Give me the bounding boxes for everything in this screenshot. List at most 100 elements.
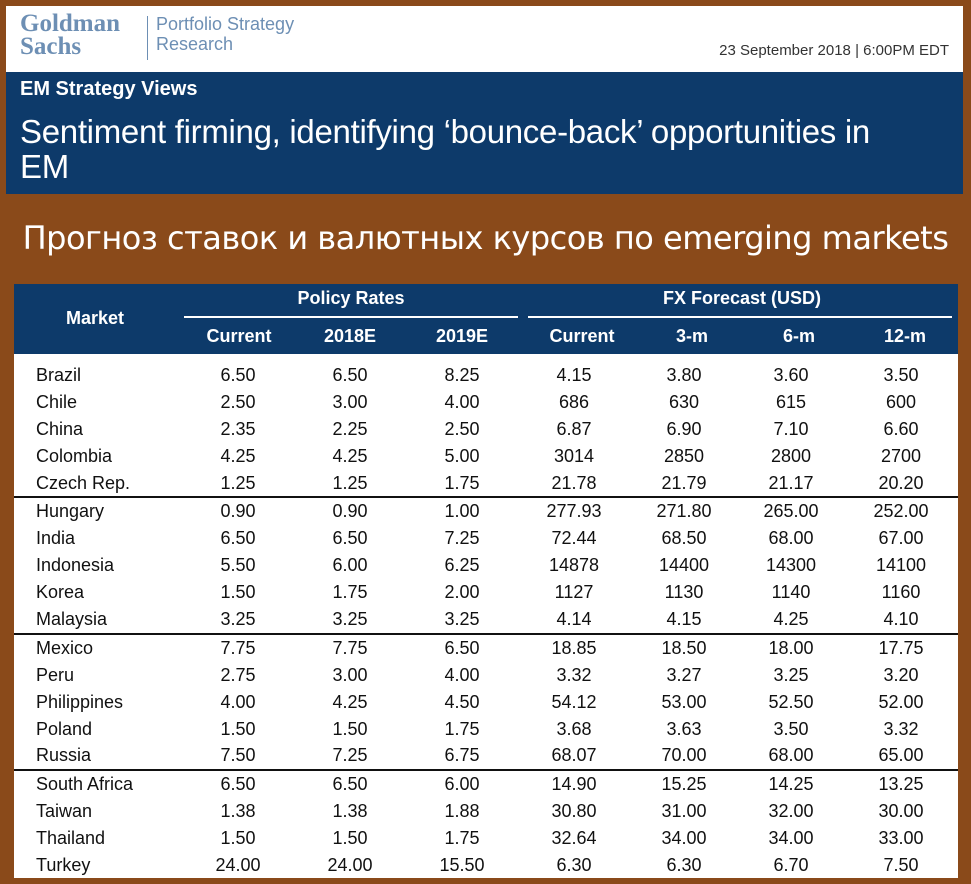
value-cell: 6.50 [220, 364, 256, 385]
value-cell: 6.90 [666, 418, 702, 439]
value-cell: 3.00 [332, 664, 368, 685]
value-cell: 1.75 [444, 472, 480, 493]
market-name-cell: India [36, 528, 76, 549]
value-cell: 3.68 [556, 718, 592, 739]
value-cell: 615 [775, 391, 807, 412]
value-cell: 30.00 [878, 801, 924, 822]
value-cell: 34.00 [768, 828, 814, 849]
value-cell: 0.90 [182, 496, 294, 526]
table-row: Colombia 4.25 4.25 5.00 3014 2850 2800 2700 [14, 443, 958, 470]
value-cell: 18.85 [518, 632, 630, 662]
value-cell: 1160 [881, 582, 921, 603]
value-cell: 2700 [880, 445, 922, 466]
table-row: Russia 7.50 7.25 6.75 68.07 70.00 68.00 65.00 [14, 742, 958, 770]
value-cell: 4.00 [444, 664, 480, 685]
value-cell: 4.50 [444, 691, 480, 712]
col-policy-current: Current [206, 326, 272, 346]
table-row: Turkey 24.00 24.00 15.50 6.30 6.30 6.70 7.50 [14, 852, 958, 879]
value-cell: 70.00 [661, 745, 707, 766]
market-name-cell: Mexico [14, 632, 182, 662]
market-column-header: Market [65, 308, 125, 328]
market-name-cell: Russia [36, 745, 92, 766]
value-cell: 3.50 [773, 718, 809, 739]
value-cell: 68.00 [768, 528, 814, 549]
market-name-cell: Taiwan [36, 801, 93, 822]
value-cell: 1.38 [332, 801, 368, 822]
value-cell: 34.00 [661, 828, 707, 849]
value-cell: 3.20 [883, 664, 919, 685]
value-cell: 6.50 [332, 364, 368, 385]
value-cell: 1.25 [332, 472, 368, 493]
value-cell: 6.50 [182, 769, 294, 799]
value-cell: 1.75 [332, 582, 368, 603]
table-row: Korea 1.50 1.75 2.00 1127 1130 1140 1160 [14, 579, 958, 606]
value-cell: 8.25 [444, 364, 480, 385]
series-kicker: EM Strategy Views [20, 78, 198, 100]
value-cell: 24.00 [327, 854, 373, 875]
value-cell: 271.80 [630, 496, 738, 526]
table-row: Mexico 7.75 7.75 6.50 18.85 18.50 18.00 17.75 [14, 632, 958, 662]
value-cell: 18.50 [630, 632, 738, 662]
value-cell: 14300 [765, 555, 817, 576]
col-fx-current: Current [549, 326, 615, 346]
value-cell: 3.27 [666, 664, 702, 685]
value-cell: 72.44 [551, 528, 597, 549]
value-cell: 6.87 [556, 418, 592, 439]
table-row: Hungary 0.90 0.90 1.00 277.93 271.80 265.00 252… [14, 496, 958, 526]
value-cell: 31.00 [661, 801, 707, 822]
policy-rates-underline [184, 316, 518, 318]
value-cell: 600 [885, 391, 917, 412]
value-cell: 21.79 [661, 472, 707, 493]
value-cell: 15.25 [630, 769, 738, 799]
table-row: Chile 2.50 3.00 4.00 686 630 615 600 [14, 389, 958, 416]
value-cell: 1.75 [444, 718, 480, 739]
col-fx-12m: 12-m [883, 326, 927, 346]
value-cell: 13.25 [844, 769, 958, 799]
value-cell: 6.50 [332, 528, 368, 549]
market-name-cell: Indonesia [36, 555, 115, 576]
value-cell: 3.25 [444, 608, 480, 629]
col-policy-2019e: 2019E [435, 326, 489, 346]
value-cell: 2800 [770, 445, 812, 466]
logo-line-1: Goldman [20, 10, 121, 37]
table-row: Peru 2.75 3.00 4.00 3.32 3.27 3.25 3.20 [14, 662, 958, 689]
value-cell: 3.60 [773, 364, 809, 385]
value-cell: 6.60 [883, 418, 919, 439]
col-fx-6m: 6-m [782, 326, 815, 346]
col-fx-3m: 3-m [675, 326, 708, 346]
value-cell: 3.32 [883, 718, 919, 739]
market-name-cell: Philippines [36, 691, 124, 712]
value-cell: 1140 [771, 582, 811, 603]
value-cell: 68.07 [551, 745, 597, 766]
value-cell: 14400 [658, 555, 710, 576]
value-cell: 68.50 [661, 528, 707, 549]
value-cell: 1.50 [220, 828, 256, 849]
value-cell: 20.20 [878, 472, 924, 493]
goldman-sachs-logo: Goldman Sachs [20, 10, 121, 59]
value-cell: 6.75 [444, 745, 480, 766]
value-cell: 1.38 [220, 801, 256, 822]
market-name-cell: Hungary [14, 496, 182, 526]
policy-rates-group-header: Policy Rates [297, 288, 405, 308]
value-cell: 6.70 [773, 854, 809, 875]
division-line-2: Research [156, 34, 234, 54]
value-cell: 3.50 [883, 364, 919, 385]
value-cell: 6.00 [406, 769, 518, 799]
value-cell: 3.80 [666, 364, 702, 385]
forecast-table: Market Policy Rates FX Forecast (USD) Cu… [14, 284, 958, 878]
value-cell: 24.00 [215, 854, 261, 875]
value-cell: 53.00 [661, 691, 707, 712]
value-cell: 2850 [663, 445, 705, 466]
value-cell: 2.75 [220, 664, 256, 685]
report-header: Goldman Sachs Portfolio Strategy Researc… [6, 6, 963, 72]
value-cell: 67.00 [878, 528, 924, 549]
value-cell: 5.00 [444, 445, 480, 466]
market-name-cell: South Africa [14, 769, 182, 799]
value-cell: 3.25 [773, 664, 809, 685]
value-cell: 21.78 [551, 472, 597, 493]
value-cell: 14.90 [518, 769, 630, 799]
market-name-cell: Turkey [36, 854, 91, 875]
value-cell: 7.50 [883, 854, 919, 875]
title-banner: EM Strategy Views Sentiment firming, ide… [6, 72, 963, 194]
value-cell: 6.50 [406, 632, 518, 662]
